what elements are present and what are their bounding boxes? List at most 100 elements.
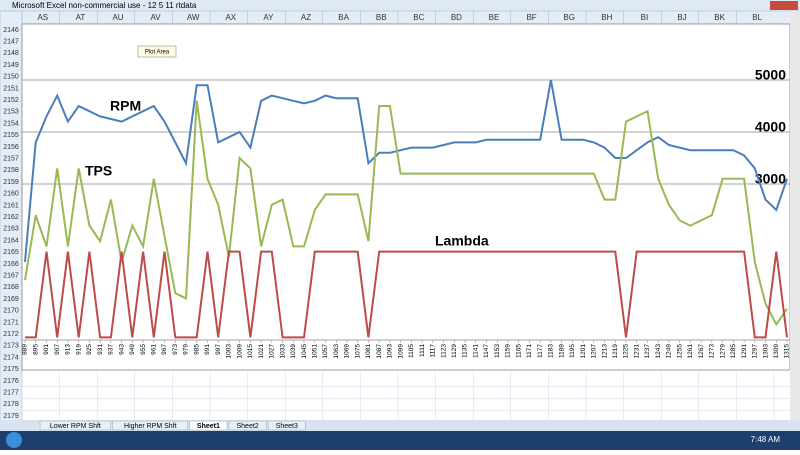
x-tick-label: 1105 (408, 344, 415, 358)
sheet-tab[interactable] (189, 420, 228, 431)
x-tick-label: 973 (172, 344, 179, 355)
start-button[interactable] (6, 432, 22, 448)
sheet-tab-label[interactable]: Lower RPM Shft (50, 423, 101, 430)
column-letter[interactable]: BG (563, 13, 575, 22)
row-number[interactable]: 2176 (3, 378, 19, 385)
x-tick-label: 1141 (472, 344, 479, 358)
column-letter[interactable]: AU (112, 13, 123, 22)
row-number[interactable]: 2157 (3, 156, 19, 163)
x-tick-label: 1153 (494, 344, 501, 358)
column-letter[interactable]: BJ (677, 13, 686, 22)
row-number[interactable]: 2166 (3, 261, 19, 268)
column-letter[interactable]: AT (76, 13, 86, 22)
row-number[interactable]: 2152 (3, 97, 19, 104)
sheet-tab-label[interactable]: Sheet1 (197, 423, 220, 430)
row-number[interactable]: 2155 (3, 132, 19, 139)
row-number[interactable]: 2159 (3, 179, 19, 186)
title-bar (0, 0, 800, 11)
x-tick-label: 979 (183, 344, 190, 355)
x-tick-label: 943 (118, 344, 125, 355)
x-tick-label: 1213 (601, 344, 608, 359)
column-letter[interactable]: BE (489, 13, 500, 22)
column-letter[interactable]: BF (526, 13, 536, 22)
row-number[interactable]: 2172 (3, 331, 19, 338)
row-number[interactable]: 2149 (3, 62, 19, 69)
column-letter[interactable]: BI (641, 13, 649, 22)
row-number[interactable]: 2163 (3, 226, 19, 233)
column-letter[interactable]: AX (225, 13, 236, 22)
x-tick-label: 1225 (623, 344, 630, 359)
row-number[interactable]: 2161 (3, 202, 19, 209)
y-tick-label: 5000 (755, 67, 786, 83)
row-number[interactable]: 2164 (3, 237, 19, 244)
x-tick-label: 1099 (397, 344, 404, 359)
row-number[interactable]: 2178 (3, 401, 19, 408)
x-tick-label: 1117 (430, 344, 437, 358)
row-number[interactable]: 2177 (3, 390, 19, 397)
row-number[interactable]: 2150 (3, 74, 19, 81)
y-tick-label: 3000 (755, 171, 786, 187)
sheet-tab[interactable] (39, 420, 112, 431)
x-tick-label: 1195 (569, 344, 576, 358)
row-number[interactable]: 2160 (3, 191, 19, 198)
column-letter[interactable]: BB (376, 13, 387, 22)
x-tick-label: 1243 (655, 344, 662, 359)
x-tick-label: 997 (215, 344, 222, 355)
x-tick-label: 925 (86, 344, 93, 355)
x-tick-label: 1309 (773, 344, 780, 359)
row-number[interactable]: 2165 (3, 249, 19, 256)
x-tick-label: 1177 (537, 344, 544, 358)
x-tick-label: 913 (65, 344, 72, 355)
row-number[interactable]: 2146 (3, 27, 19, 34)
row-number[interactable]: 2153 (3, 109, 19, 116)
sheet-tab-label[interactable]: Higher RPM Shft (124, 423, 177, 430)
column-letter[interactable]: BD (451, 13, 462, 22)
x-tick-label: 1087 (376, 344, 383, 359)
x-tick-label: 1315 (784, 344, 791, 359)
x-tick-label: 1207 (591, 344, 598, 359)
row-number[interactable]: 2148 (3, 50, 19, 57)
x-tick-label: 1033 (279, 344, 286, 359)
row-number[interactable]: 2174 (3, 354, 19, 361)
column-letter[interactable]: AV (151, 13, 162, 22)
row-number[interactable]: 2154 (3, 120, 19, 127)
sheet-tab[interactable] (228, 420, 267, 431)
row-number[interactable]: 2167 (3, 273, 19, 280)
row-number[interactable]: 2151 (3, 85, 19, 92)
x-tick-label: 1075 (354, 344, 361, 359)
column-letter[interactable]: BA (338, 13, 349, 22)
row-number[interactable]: 2173 (3, 343, 19, 350)
scrollbar[interactable] (790, 11, 800, 421)
x-tick-label: 931 (97, 344, 104, 355)
x-tick-label: 1273 (709, 344, 716, 359)
column-letter[interactable]: AW (187, 13, 200, 22)
x-tick-label: 901 (43, 344, 50, 355)
row-number[interactable]: 2147 (3, 39, 19, 46)
column-letter[interactable]: BL (752, 13, 762, 22)
column-letter[interactable]: BC (413, 13, 424, 22)
row-number[interactable]: 2162 (3, 214, 19, 221)
row-number[interactable]: 2179 (3, 413, 19, 420)
window-title: Microsoft Excel non-commercial use - 12 … (12, 1, 197, 10)
sheet-tab-label[interactable]: Sheet3 (276, 423, 298, 430)
row-number[interactable]: 2156 (3, 144, 19, 151)
column-letter[interactable]: AY (263, 13, 274, 22)
y-tick-label: 4000 (755, 119, 786, 135)
column-letter[interactable]: AZ (301, 13, 311, 22)
close-button[interactable] (770, 1, 798, 10)
column-letter[interactable]: BH (601, 13, 612, 22)
row-number[interactable]: 2171 (3, 319, 19, 326)
row-number[interactable]: 2158 (3, 167, 19, 174)
column-letter[interactable]: BK (714, 13, 725, 22)
row-number[interactable]: 2170 (3, 308, 19, 315)
row-number[interactable]: 2169 (3, 296, 19, 303)
sheet-tab[interactable] (267, 420, 306, 431)
chart-area[interactable] (21, 23, 791, 371)
sheet-tab-label[interactable]: Sheet2 (237, 423, 259, 430)
column-letter[interactable]: AS (37, 13, 48, 22)
row-number[interactable]: 2168 (3, 284, 19, 291)
sheet-tab[interactable] (112, 420, 189, 431)
x-tick-label: 1255 (676, 344, 683, 359)
row-number[interactable]: 2175 (3, 366, 19, 373)
